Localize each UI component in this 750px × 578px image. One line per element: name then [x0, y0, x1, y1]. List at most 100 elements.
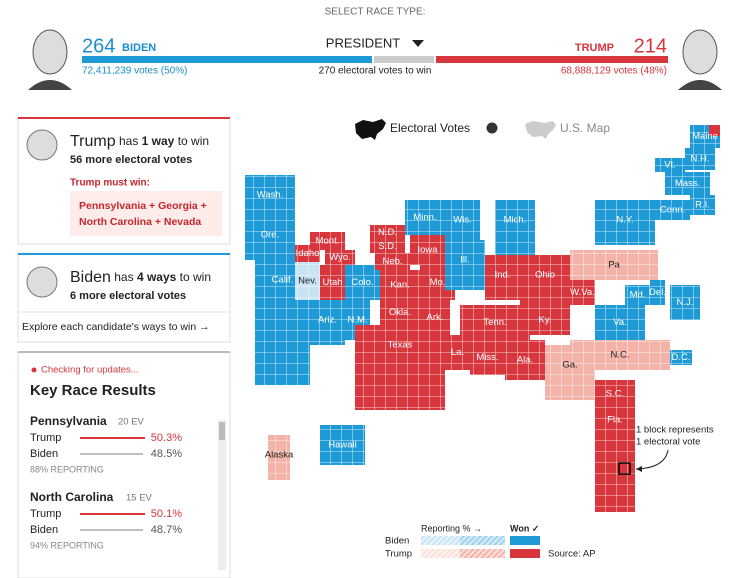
state-label: N.M. — [347, 315, 367, 326]
trump-bar — [436, 56, 668, 63]
block-grid — [380, 270, 420, 300]
block-grid — [655, 158, 685, 172]
dropdown-arrow[interactable] — [412, 40, 424, 47]
trump-votes: 68,888,129 votes (48%) — [561, 66, 667, 77]
arrow-head — [636, 466, 642, 472]
select-label: SELECT RACE TYPE: — [325, 7, 426, 18]
block-grid — [320, 425, 365, 465]
biden-bar — [82, 56, 372, 63]
block-grid — [310, 300, 345, 345]
block-grid — [325, 250, 355, 265]
state-label: La. — [451, 347, 464, 358]
pct: 50.3% — [151, 432, 182, 444]
state-label: N.C. — [611, 350, 630, 361]
state-label: Nev. — [298, 276, 317, 287]
remaining-bar — [374, 56, 434, 63]
block-grid — [320, 265, 345, 300]
block-grid — [505, 340, 545, 380]
pct: 50.1% — [151, 508, 182, 520]
block-grid — [570, 280, 595, 305]
block-grid — [570, 250, 658, 280]
scrollbar[interactable] — [218, 420, 226, 570]
us-map-icon[interactable] — [525, 121, 556, 139]
state-label: Ala. — [517, 355, 533, 366]
trump-portrait — [678, 29, 722, 90]
race-state: Pennsylvania — [30, 414, 107, 428]
block-grid — [670, 285, 700, 320]
block-grid — [495, 200, 535, 255]
block-grid — [310, 232, 345, 250]
annotation: 1 electoral vote — [636, 437, 700, 448]
state-label: Wis. — [453, 215, 471, 226]
block-grid — [570, 340, 670, 370]
block-grid — [295, 262, 320, 300]
ways: 4 ways — [137, 270, 177, 284]
race-state: North Carolina — [30, 490, 114, 504]
block-grid — [625, 285, 650, 305]
biden-votes: 72,411,239 votes (50%) — [82, 66, 187, 77]
annotation: 1 block represents — [636, 425, 714, 436]
block-grid — [445, 240, 485, 290]
block-grid — [370, 240, 405, 253]
must-win-line: North Carolina + Nevada — [79, 216, 201, 228]
state-label: Minn. — [413, 212, 436, 223]
block-grid — [445, 200, 480, 240]
ev-icon[interactable] — [355, 119, 386, 140]
state-label: R.I. — [695, 200, 710, 211]
biden-card — [17, 253, 231, 343]
name: Trump — [70, 133, 116, 150]
state-label: Mich. — [504, 215, 527, 226]
state-label: Fla. — [607, 415, 623, 426]
state-label: Utah — [322, 277, 342, 288]
status: Checking for updates... — [41, 365, 139, 376]
race-ev: 15 EV — [126, 493, 153, 504]
toggle-us-map[interactable]: U.S. Map — [560, 121, 610, 135]
state-label: Ga. — [562, 360, 577, 371]
block-grid — [268, 435, 290, 480]
state-label: Vt. — [664, 160, 676, 171]
explore-link[interactable]: Explore each candidate's ways to win → — [22, 321, 210, 333]
help-icon[interactable] — [486, 122, 498, 134]
candidate: Biden — [30, 448, 58, 460]
threshold: 270 electoral votes to win — [319, 66, 432, 77]
block-grid — [405, 200, 445, 235]
name: Biden — [70, 269, 111, 286]
trump-needed: 56 more electoral votes — [70, 154, 192, 166]
state-label: Idaho — [296, 248, 320, 259]
reporting: 94% REPORTING — [30, 540, 104, 550]
block-grid — [355, 325, 445, 410]
biden-ev: 264 — [82, 35, 115, 57]
race-select[interactable]: PRESIDENT — [326, 35, 400, 50]
text: to win — [174, 134, 209, 148]
block-grid — [245, 175, 295, 215]
state-label: S.C. — [606, 389, 624, 400]
must-win-line: Pennsylvania + Georgia + — [79, 200, 207, 212]
biden-name: BIDEN — [122, 42, 156, 54]
state-label: N.D. — [378, 227, 397, 238]
state-label: N.J. — [677, 297, 694, 308]
state-label: Ark. — [427, 312, 444, 323]
state-label: Colo. — [351, 277, 373, 288]
state-label: N.H. — [691, 154, 710, 165]
trump-name: TRUMP — [575, 42, 614, 54]
state-label: Calif. — [272, 275, 294, 286]
biden-card-border — [18, 253, 230, 255]
block-grid — [380, 300, 420, 325]
block-grid — [595, 400, 635, 512]
state-label: Iowa — [417, 245, 438, 256]
reporting: 88% REPORTING — [30, 464, 104, 474]
state-label: Hawaii — [328, 440, 357, 451]
legend-biden: Biden — [385, 536, 409, 547]
toggle-ev[interactable]: Electoral Votes — [390, 121, 470, 135]
state-label: Neb. — [382, 256, 402, 267]
block-grid — [690, 195, 715, 215]
pct: 48.5% — [151, 448, 182, 460]
state-label: Wash. — [257, 190, 284, 201]
state-label: N.Y. — [616, 215, 633, 226]
panel-border — [18, 351, 230, 353]
biden-won-swatch — [510, 536, 540, 545]
scroll-thumb[interactable] — [219, 422, 225, 440]
state-label: Okla. — [389, 307, 411, 318]
block-grid — [245, 215, 295, 260]
